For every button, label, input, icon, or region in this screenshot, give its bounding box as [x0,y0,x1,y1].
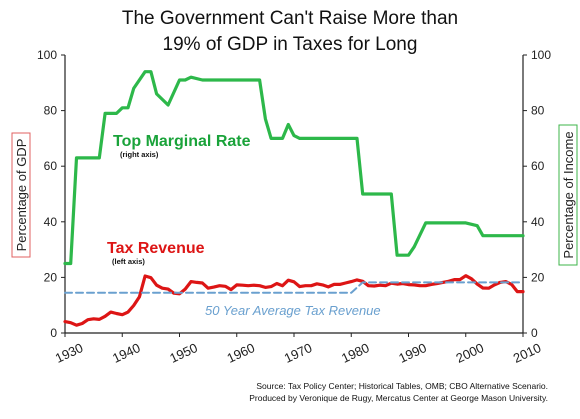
y-tick-label-right: 40 [531,215,545,229]
tax-revenue-axis-note: (left axis) [112,257,145,266]
right-axis-label: Percentage of Income [558,124,578,266]
chart-title-line-2: 19% of GDP in Taxes for Long [163,34,418,55]
x-tick-label: 1970 [282,340,315,366]
svg-text:Percentage of GDP: Percentage of GDP [14,139,29,252]
tick-layer: 0 0 20 20 40 40 60 60 80 80 100 100 1930 1940 1950 1960… [37,48,551,366]
y-tick-label-right: 0 [531,326,538,340]
x-tick-label: 1930 [53,340,86,366]
x-tick-label: 1990 [396,340,429,366]
average-tax-revenue-label: 50 Year Average Tax Revenue [205,303,381,318]
y-tick-label-right: 80 [531,104,545,118]
tax-revenue-label: Tax Revenue [107,240,205,257]
y-tick-label-left: 0 [50,326,57,340]
x-tick-label: 2010 [511,340,544,366]
y-tick-label-left: 80 [44,104,58,118]
series-layer [63,70,525,327]
y-tick-label-left: 40 [44,215,58,229]
top-marginal-rate-line [63,70,525,266]
x-tick-label: 1940 [110,340,143,366]
y-tick-label-right: 20 [531,270,545,284]
x-tick-label: 1980 [339,340,372,366]
y-tick-label-left: 60 [44,159,58,173]
source-line-2: Produced by Veronique de Rugy, Mercatus … [249,393,548,403]
left-axis-label: Percentage of GDP [11,132,31,258]
y-tick-label-right: 100 [531,48,551,62]
chart-title-line-1: The Government Can't Raise More than [122,8,458,29]
x-tick-label: 2000 [454,340,487,366]
y-tick-label-left: 100 [37,48,57,62]
x-tick-label: 1950 [167,340,200,366]
x-tick-label: 1960 [225,340,258,366]
source-line-1: Source: Tax Policy Center; Historical Ta… [256,381,548,391]
y-tick-label-right: 60 [531,159,545,173]
y-tick-label-left: 20 [44,270,58,284]
top-marginal-rate-axis-note: (right axis) [120,150,159,159]
top-marginal-rate-label: Top Marginal Rate [113,133,251,150]
average-tax-revenue-line [64,281,524,294]
svg-text:Percentage of Income: Percentage of Income [561,131,576,258]
